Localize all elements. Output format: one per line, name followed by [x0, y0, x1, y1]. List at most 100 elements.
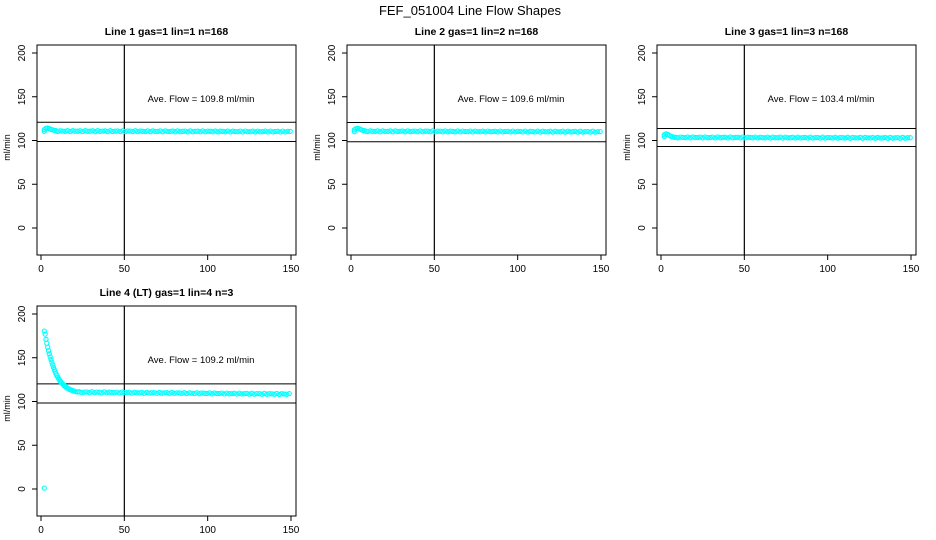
- data-point: [126, 389, 132, 395]
- data-point: [197, 129, 203, 135]
- data-point: [181, 390, 187, 396]
- data-point: [482, 129, 488, 135]
- data-point: [427, 129, 433, 135]
- data-point: [475, 128, 481, 135]
- data-point: [895, 134, 901, 141]
- data-point: [772, 135, 778, 141]
- data-point: [159, 390, 165, 396]
- data-point: [215, 129, 221, 135]
- data-point: [269, 391, 275, 397]
- data-point: [740, 134, 746, 140]
- data-point: [815, 134, 821, 141]
- data-point: [100, 128, 106, 134]
- data-point: [760, 134, 766, 141]
- data-point: [267, 128, 273, 134]
- data-point: [860, 135, 866, 141]
- ave-flow-annotation: Ave. Flow = 109.2 ml/min: [148, 355, 255, 366]
- data-point: [455, 128, 461, 134]
- x-tick-label: 0: [38, 525, 44, 536]
- data-point: [572, 128, 578, 135]
- data-point: [162, 128, 168, 134]
- y-axis-label: ml/min: [622, 134, 632, 161]
- data-point: [196, 390, 202, 397]
- data-point: [867, 135, 873, 141]
- data-point: [517, 128, 523, 135]
- data-point: [685, 134, 691, 140]
- data-point: [505, 128, 511, 135]
- data-point: [216, 390, 222, 397]
- data-point: [585, 128, 591, 135]
- y-tick-label: 50: [327, 178, 338, 190]
- panel-line-2: 0 50 100 150 0 50 100 150 200 ml/min Line 2 gas=1 …: [312, 26, 610, 275]
- panel-title: Line 3 gas=1 lin=3 n=168: [725, 26, 849, 38]
- y-tick-label: 50: [17, 178, 28, 190]
- data-point: [540, 128, 546, 134]
- data-point: [835, 135, 841, 141]
- y-tick-label: 200: [17, 44, 28, 61]
- data-point: [247, 128, 253, 135]
- data-point: [129, 390, 135, 396]
- data-point: [122, 128, 128, 135]
- data-point: [755, 135, 761, 141]
- data-point: [245, 128, 251, 135]
- data-point: [229, 390, 235, 397]
- x-tick-label: 50: [739, 264, 751, 275]
- data-points: [41, 125, 293, 135]
- data-point: [96, 389, 102, 395]
- data-point: [720, 134, 726, 141]
- data-point: [250, 128, 256, 134]
- data-point: [367, 128, 373, 134]
- data-point: [702, 134, 708, 140]
- x-tick-label: 100: [199, 264, 216, 275]
- data-point: [592, 129, 598, 135]
- data-point: [690, 134, 696, 140]
- data-point: [154, 390, 160, 396]
- data-point: [192, 128, 198, 134]
- data-point: [387, 128, 393, 134]
- data-point: [862, 134, 868, 141]
- data-point: [582, 129, 588, 135]
- data-point: [115, 128, 121, 134]
- data-point: [492, 128, 498, 134]
- ave-flow-annotation: Ave. Flow = 103.4 ml/min: [768, 94, 875, 105]
- data-point: [870, 134, 876, 141]
- data-point: [857, 134, 863, 141]
- data-point: [145, 128, 151, 134]
- data-point: [246, 391, 252, 397]
- data-point: [49, 359, 55, 365]
- data-point: [675, 135, 681, 141]
- data-point: [41, 485, 47, 491]
- x-tick-label: 50: [429, 264, 441, 275]
- data-point: [151, 389, 157, 396]
- data-point: [144, 389, 150, 396]
- data-point: [87, 128, 93, 134]
- data-point: [124, 390, 130, 396]
- data-point: [72, 128, 78, 134]
- data-point: [485, 128, 491, 134]
- data-point: [787, 135, 793, 141]
- data-point: [82, 128, 88, 134]
- data-point: [452, 129, 458, 135]
- data-point: [902, 135, 908, 141]
- data-point: [217, 128, 223, 134]
- y-axis-label: ml/min: [312, 134, 322, 161]
- data-point: [286, 390, 292, 397]
- data-point: [525, 129, 531, 135]
- plot-box: [36, 44, 297, 256]
- data-point: [480, 128, 486, 134]
- data-points: [41, 328, 292, 491]
- x-tick-label: 50: [119, 264, 131, 275]
- data-point: [281, 391, 287, 397]
- data-point: [270, 129, 276, 135]
- data-point: [587, 129, 593, 135]
- data-point: [905, 135, 911, 141]
- data-point: [211, 390, 217, 396]
- ave-flow-annotation: Ave. Flow = 109.6 ml/min: [458, 94, 565, 105]
- data-point: [242, 128, 248, 134]
- data-point: [184, 390, 190, 397]
- data-point: [142, 128, 148, 135]
- data-point: [76, 389, 82, 395]
- data-point: [80, 128, 86, 135]
- data-point: [177, 128, 183, 135]
